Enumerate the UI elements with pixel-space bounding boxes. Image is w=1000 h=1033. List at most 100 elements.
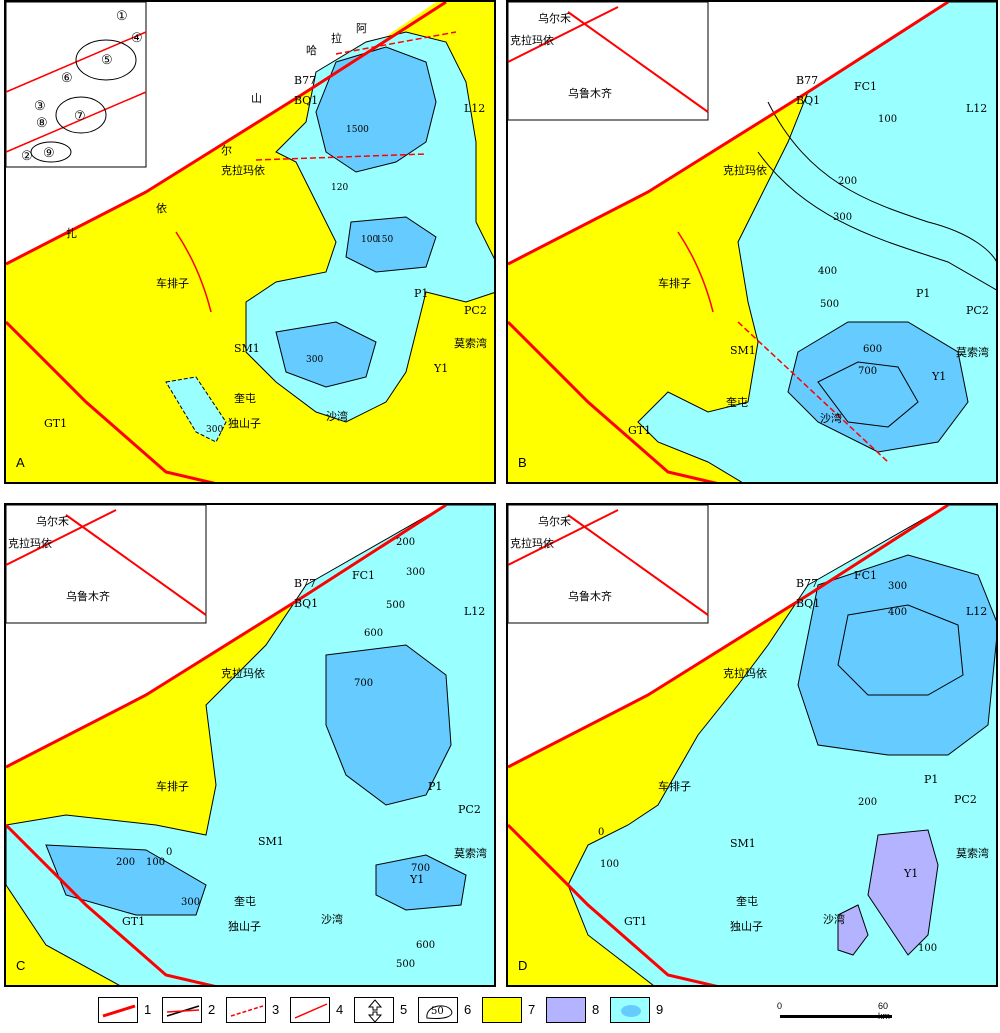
- well-pc2: PC2: [954, 793, 977, 806]
- wulumuqi-label: 乌鲁木齐: [568, 86, 612, 100]
- contour-d-400: 400: [888, 607, 907, 618]
- zhaer-char-2: 依: [156, 202, 167, 215]
- inset-num-8: ⑧: [36, 116, 48, 131]
- contour-a-label: 120: [331, 183, 348, 193]
- well-gt1: GT1: [122, 915, 145, 928]
- legend-num: 7: [528, 1002, 536, 1017]
- well-pc2: PC2: [458, 803, 481, 816]
- kelamayi-label: 克拉玛依: [723, 163, 767, 177]
- mosuowan-label: 莫索湾: [454, 846, 487, 860]
- contour-c-0: 0: [166, 847, 172, 858]
- inset-num-9: ⑨: [43, 146, 55, 161]
- well-gt1: GT1: [624, 915, 647, 928]
- well-y1: Y1: [903, 867, 918, 880]
- wuerhe-label: 乌尔禾: [538, 514, 571, 528]
- dushanzi-label: 独山子: [228, 920, 261, 933]
- map-b-canvas: 乌尔禾 克拉玛依 乌鲁木齐 克拉玛依 车排子 奎屯 沙湾 莫索湾 B77 BQ1…: [508, 2, 996, 482]
- panel-c-label: C: [16, 958, 26, 973]
- zhaer-char-1: 扎: [66, 226, 77, 240]
- well-fc1: FC1: [352, 569, 375, 582]
- well-bq1: BQ1: [796, 597, 820, 610]
- zhaer-char-3: 尔: [221, 144, 232, 157]
- well-sm1: SM1: [730, 837, 756, 850]
- contour-a-label: 100: [361, 235, 378, 245]
- panel-a-label: A: [16, 455, 25, 470]
- well-b77: B77: [796, 74, 818, 87]
- dushanzi-label: 独山子: [730, 920, 763, 933]
- wuerhe-label: 乌尔禾: [538, 11, 571, 25]
- contour-b-200: 200: [838, 176, 857, 187]
- shawan-label: 沙湾: [820, 411, 842, 425]
- contour-a-label: 1500: [346, 125, 369, 135]
- inset-num-2: ②: [21, 149, 33, 164]
- panel-b-label: B: [518, 455, 527, 470]
- well-y1: Y1: [433, 362, 448, 375]
- well-sm1: SM1: [258, 835, 284, 848]
- legend-num: 1: [144, 1002, 152, 1017]
- well-b77: B77: [294, 74, 316, 87]
- kelamayi-inset-label: 克拉玛依: [510, 536, 554, 550]
- well-p1: P1: [414, 287, 428, 300]
- legend-num: 2: [208, 1002, 216, 1017]
- contour-a-label: 300: [306, 355, 323, 365]
- chepaizi-label: 车排子: [658, 779, 691, 793]
- contour-b-500: 500: [820, 299, 839, 310]
- contour-c-200b: 200: [116, 857, 135, 868]
- contour-c-500: 500: [386, 600, 405, 611]
- contour-d-100: 100: [600, 859, 619, 870]
- legend-num: 5: [400, 1002, 408, 1017]
- panel-d-label: D: [518, 958, 528, 973]
- legend-num: 6: [464, 1002, 472, 1017]
- inset-num-7: ⑦: [74, 109, 86, 124]
- well-y1: Y1: [931, 370, 946, 383]
- inset-num-4: ④: [131, 31, 143, 46]
- contour-c-600: 600: [364, 628, 383, 639]
- contour-d-0: 0: [598, 827, 604, 838]
- kuitun-label: 奎屯: [234, 391, 256, 405]
- kelamayi-inset-label: 克拉玛依: [8, 536, 52, 550]
- well-l12: L12: [464, 605, 485, 618]
- map-panel-a: ① ④ ⑤ ⑥ ⑦ ③ ⑧ ② ⑨ 哈 拉 阿 山 尔 依 扎 克拉玛依 车排子…: [4, 0, 496, 484]
- kelamayi-label: 克拉玛依: [221, 666, 265, 680]
- mountain-char-1: 哈: [306, 44, 317, 57]
- mountain-char-2: 拉: [331, 31, 342, 45]
- well-p1: P1: [916, 287, 930, 300]
- contour-c-100: 100: [146, 857, 165, 868]
- wuerhe-label: 乌尔禾: [36, 514, 69, 528]
- kuitun-label: 奎屯: [736, 894, 758, 908]
- inset-num-1: ①: [116, 9, 128, 24]
- map-panel-d: 乌尔禾 克拉玛依 乌鲁木齐 克拉玛依 车排子 奎屯 独山子 沙湾 莫索湾 B77…: [506, 503, 998, 987]
- mountain-char-3: 阿: [356, 22, 367, 35]
- well-sm1: SM1: [730, 344, 756, 357]
- scale-bar: 0 60 km: [777, 1001, 900, 1029]
- legend-sample-50: 50: [431, 1006, 444, 1017]
- map-panel-b: 乌尔禾 克拉玛依 乌鲁木齐 克拉玛依 车排子 奎屯 沙湾 莫索湾 B77 BQ1…: [506, 0, 998, 484]
- contour-b-400: 400: [818, 266, 837, 277]
- legend: 1 2 3 4 5 50 6 7 8 9: [98, 995, 748, 1027]
- mosuowan-label: 莫索湾: [454, 336, 487, 350]
- mosuowan-label: 莫索湾: [956, 846, 989, 860]
- chepaizi-label: 车排子: [156, 779, 189, 793]
- kuitun-label: 奎屯: [726, 395, 748, 409]
- wulumuqi-label: 乌鲁木齐: [568, 589, 612, 603]
- wulumuqi-label: 乌鲁木齐: [66, 589, 110, 603]
- shawan-label: 沙湾: [823, 912, 845, 926]
- legend-num: 9: [656, 1002, 664, 1017]
- kelamayi-label: 克拉玛依: [723, 666, 767, 680]
- well-l12: L12: [966, 102, 987, 115]
- inset-num-6: ⑥: [61, 71, 73, 86]
- well-gt1: GT1: [628, 424, 651, 437]
- well-sm1: SM1: [234, 342, 260, 355]
- well-pc2: PC2: [464, 304, 487, 317]
- contour-d-300: 300: [888, 581, 907, 592]
- well-fc1: FC1: [854, 569, 877, 582]
- contour-c-200: 200: [396, 537, 415, 548]
- legend-num: 4: [336, 1002, 344, 1017]
- map-panel-c: 乌尔禾 克拉玛依 乌鲁木齐 克拉玛依 车排子 奎屯 独山子 沙湾 莫索湾 B77…: [4, 503, 496, 987]
- well-bq1: BQ1: [796, 94, 820, 107]
- well-gt1: GT1: [44, 417, 67, 430]
- well-l12: L12: [464, 102, 485, 115]
- map-a-canvas: ① ④ ⑤ ⑥ ⑦ ③ ⑧ ② ⑨ 哈 拉 阿 山 尔 依 扎 克拉玛依 车排子…: [6, 2, 494, 482]
- mosuowan-label: 莫索湾: [956, 345, 989, 359]
- well-p1: P1: [924, 773, 938, 786]
